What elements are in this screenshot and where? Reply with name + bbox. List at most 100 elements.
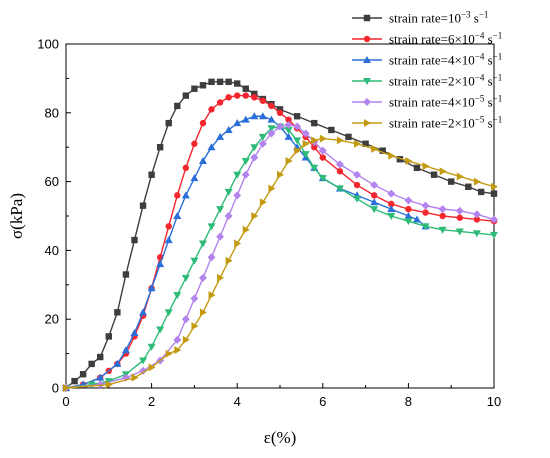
series-line [65,94,495,389]
data-point-marker [251,90,258,98]
y-tick-label: 80 [45,105,59,120]
data-point-marker [182,335,190,344]
data-point-marker [448,178,455,185]
data-point-marker [267,125,276,133]
series-line [65,125,495,389]
data-point-marker [438,205,447,214]
data-point-marker [198,156,207,164]
data-point-marker [473,216,481,223]
data-point-marker [293,113,301,120]
data-point-marker [216,132,225,140]
data-point-marker [181,315,190,324]
data-point-marker [267,115,276,123]
data-point-marker [405,205,412,213]
data-point-marker [456,214,463,221]
data-point-marker [251,212,259,220]
data-point-marker [174,192,181,199]
data-point-marker [387,189,396,198]
data-point-marker [156,144,164,151]
data-point-marker [268,102,275,110]
data-point-marker [164,236,173,244]
data-point-marker [113,359,122,367]
data-point-marker [422,162,430,171]
data-point-marker [242,85,249,92]
data-point-marker [354,139,362,148]
y-tick-label: 40 [45,243,59,258]
data-point-marker [225,256,233,265]
data-point-marker [363,98,371,106]
data-point-marker [413,164,421,172]
data-point-marker [216,99,224,106]
data-point-marker [97,353,104,361]
data-point-marker [421,201,430,210]
data-point-marker [217,273,225,282]
data-point-marker [207,253,216,262]
data-point-marker [311,144,318,151]
y-tick-label: 100 [37,37,59,52]
data-point-marker [71,377,78,385]
data-point-marker [472,230,481,238]
data-point-marker [387,205,396,213]
data-point-marker [336,168,344,175]
data-point-marker [388,151,396,160]
data-point-marker [182,92,190,99]
data-point-marker [191,85,198,92]
data-point-marker [105,333,112,340]
data-point-marker [363,56,371,63]
data-point-marker [234,92,241,99]
data-point-marker [284,120,293,129]
data-point-marker [190,174,199,182]
data-point-marker [387,213,396,220]
data-point-marker [198,273,207,282]
data-point-marker [319,134,327,143]
x-tick-label: 6 [319,394,326,409]
data-point-marker [336,136,344,145]
data-point-marker [191,322,199,331]
data-point-marker [191,140,198,147]
data-point-marker [216,78,224,86]
data-point-marker [165,349,173,358]
data-point-marker [490,231,498,239]
data-point-marker [294,146,302,155]
data-point-marker [250,153,259,162]
data-point-marker [88,360,95,368]
data-point-marker [472,210,481,219]
data-point-marker [491,182,498,191]
data-point-marker [173,292,182,300]
data-point-marker [130,328,139,336]
data-point-marker [267,129,276,138]
data-point-marker [490,215,498,224]
data-point-marker [259,97,267,104]
data-point-marker [335,185,344,193]
legend-label: strain rate=4×10−4 s−1 [389,52,502,68]
data-point-marker [173,335,182,344]
data-point-marker [234,239,242,248]
data-point-marker [96,373,105,381]
data-point-marker [114,309,121,316]
data-point-marker [259,198,267,207]
data-point-marker [148,363,156,372]
data-point-marker [456,172,464,181]
data-point-marker [258,112,267,120]
data-point-marker [319,154,326,161]
legend-item-2: strain rate=6×10−4 s−1 [352,31,502,47]
data-point-marker [438,226,447,234]
data-point-marker [353,195,362,203]
data-point-marker [139,308,148,316]
data-point-marker [233,191,242,200]
data-point-marker [234,80,241,87]
legend-item-6: strain rate=2×10−5 s−1 [352,115,502,131]
data-point-marker [173,212,182,219]
legend-label: strain rate=10−3 s−1 [389,10,488,26]
data-point-marker [225,78,232,86]
data-point-marker [250,144,259,152]
data-point-marker [302,139,310,148]
data-point-marker [345,133,352,141]
data-point-marker [216,206,225,214]
data-point-marker [285,156,293,165]
series-group [62,78,498,392]
legend-item-4: strain rate=2×10−4 s−1 [352,73,502,89]
data-point-marker [362,140,369,147]
data-point-marker [224,126,233,133]
